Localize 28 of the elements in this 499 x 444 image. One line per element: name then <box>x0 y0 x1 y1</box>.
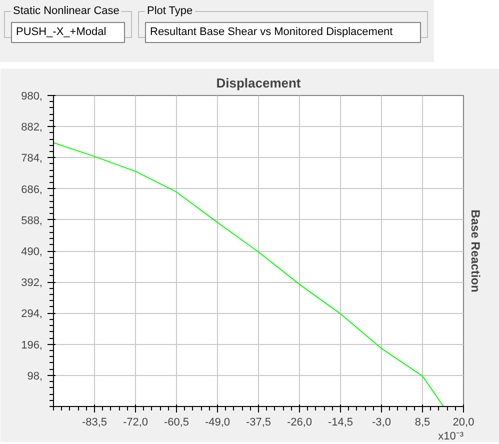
x-tick-label: -49,0 <box>204 416 230 428</box>
text: Static Nonlinear Case <box>12 4 120 19</box>
text: PUSH_-X_+Modal <box>11 22 125 44</box>
y-tick-label: 294, <box>21 308 43 320</box>
x-tick-label: -37,5 <box>246 416 272 428</box>
x-tick-label: -83,5 <box>82 416 108 428</box>
x-tick-label: -60,5 <box>164 416 190 428</box>
y-tick-label: 882, <box>21 122 43 134</box>
y-axis-title: Base Reaction <box>468 210 482 292</box>
y-tick-label: 784, <box>21 152 43 165</box>
y-tick-label: 392, <box>21 277 43 290</box>
x-tick-label: -26,0 <box>286 416 312 428</box>
y-tick-label: 588, <box>21 214 43 227</box>
y-tick-label: 490, <box>21 246 43 258</box>
y-tick-label: 980, <box>21 90 43 102</box>
text: Plot Type <box>146 4 194 19</box>
x-tick-label: -3,0 <box>372 416 391 428</box>
text: Resultant Base Shear vs Monitored Displacement <box>145 22 421 44</box>
x-tick-label: 20,0 <box>452 416 474 428</box>
chart-title: Displacement <box>216 76 302 90</box>
x-tick-label: 8,5 <box>414 416 430 428</box>
line-series <box>54 142 444 406</box>
x-tick-label: -72,0 <box>122 416 148 428</box>
y-tick-label: 98, <box>27 370 43 382</box>
y-tick-label: 196, <box>21 339 43 352</box>
x-tick-label: -14,5 <box>328 416 354 428</box>
y-tick-label: 686, <box>21 184 43 196</box>
text: x10⁻³ <box>438 430 464 442</box>
